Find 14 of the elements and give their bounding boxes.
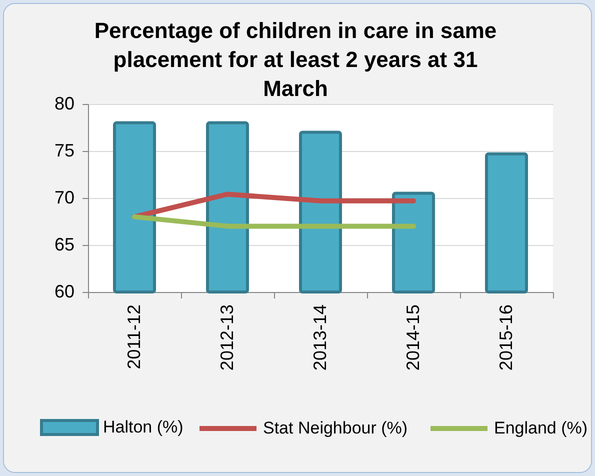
- y-tick-label: 80: [54, 94, 74, 114]
- chart-title: Percentage of children in care in same placement for at least 2 years at 31 March: [94, 18, 497, 101]
- y-tick-label: 75: [54, 140, 74, 160]
- legend-label: Halton (%): [103, 418, 184, 436]
- x-tick-label: 2012-13: [217, 304, 237, 371]
- x-tick-label: 2014-15: [403, 304, 423, 371]
- x-tick-label: 2011-12: [124, 304, 144, 370]
- y-tick-label: 65: [54, 234, 74, 254]
- x-tick-label: 2015-16: [496, 304, 516, 371]
- x-tick-label: 2013-14: [310, 304, 330, 371]
- y-tick-label: 70: [54, 188, 74, 208]
- y-tick-label: 60: [54, 282, 74, 302]
- legend-label: England (%): [494, 418, 588, 438]
- legend-label: Stat Neighbour (%): [263, 418, 408, 438]
